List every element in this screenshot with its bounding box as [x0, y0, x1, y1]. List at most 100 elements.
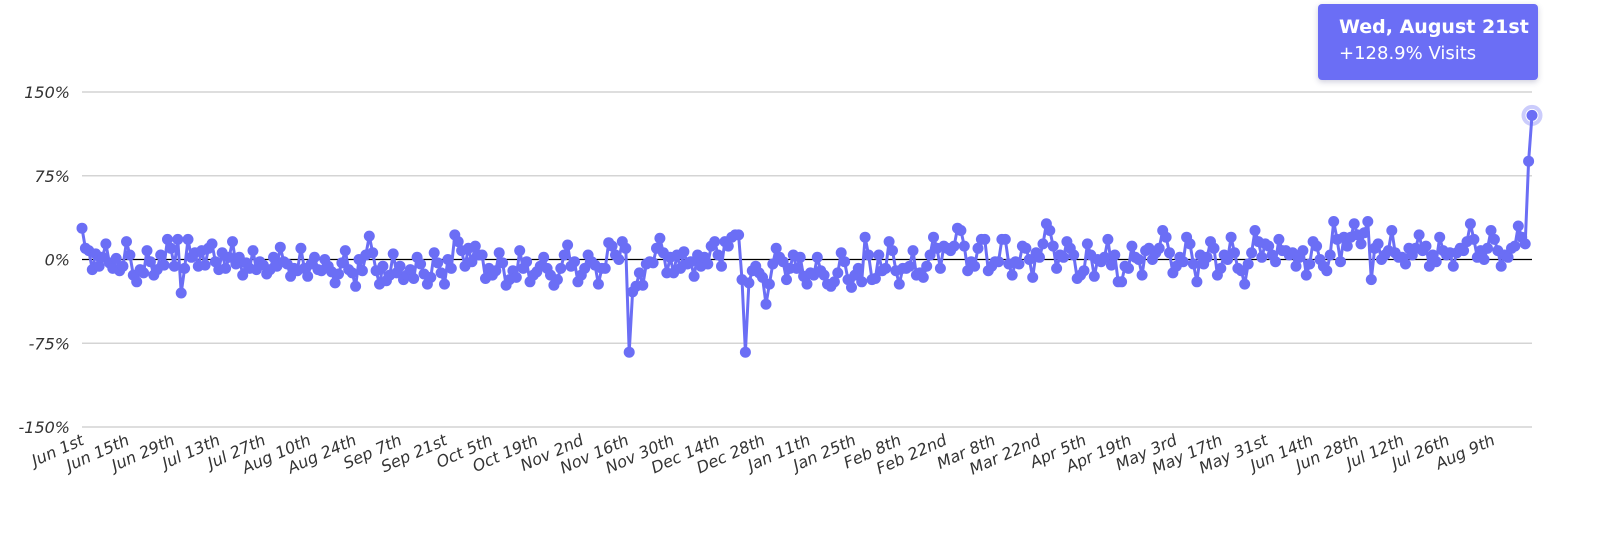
data-point[interactable] [1400, 258, 1411, 270]
data-point[interactable] [880, 262, 892, 274]
data-point[interactable] [117, 260, 129, 272]
data-point[interactable] [387, 248, 399, 260]
data-point[interactable] [1058, 251, 1069, 263]
data-point[interactable] [1434, 231, 1446, 243]
data-point[interactable] [702, 258, 714, 270]
data-point[interactable] [716, 260, 727, 272]
data-point[interactable] [620, 242, 632, 254]
data-point[interactable] [1270, 256, 1281, 268]
data-point[interactable] [722, 240, 734, 252]
data-point[interactable] [493, 247, 505, 259]
data-point[interactable] [227, 236, 238, 248]
data-point[interactable] [182, 233, 194, 245]
data-point[interactable] [969, 260, 981, 272]
data-point[interactable] [558, 249, 570, 261]
data-point[interactable] [1034, 251, 1045, 263]
data-point[interactable] [442, 254, 454, 265]
data-point[interactable] [124, 249, 136, 261]
data-point[interactable] [1509, 240, 1521, 252]
data-point[interactable] [1102, 233, 1114, 245]
data-point[interactable] [220, 262, 232, 274]
data-point[interactable] [1273, 233, 1285, 245]
data-point[interactable] [237, 269, 249, 281]
data-point[interactable] [1468, 233, 1480, 245]
data-point[interactable] [1386, 225, 1398, 236]
data-point[interactable] [760, 298, 772, 310]
data-point[interactable] [928, 231, 939, 243]
data-point[interactable] [852, 262, 864, 274]
data-point[interactable] [466, 256, 478, 268]
data-point[interactable] [1201, 251, 1213, 263]
data-point[interactable] [121, 236, 132, 248]
data-point[interactable] [93, 260, 105, 272]
data-point[interactable] [1187, 258, 1199, 270]
data-point[interactable] [1512, 220, 1524, 232]
data-point[interactable] [1526, 109, 1538, 121]
data-point[interactable] [791, 262, 803, 274]
data-point[interactable] [1362, 216, 1374, 227]
data-point[interactable] [309, 251, 320, 263]
data-point[interactable] [1478, 254, 1490, 265]
data-point[interactable] [1447, 260, 1459, 272]
data-point[interactable] [274, 241, 286, 253]
data-point[interactable] [794, 251, 806, 263]
data-point[interactable] [551, 274, 563, 286]
data-point[interactable] [1372, 238, 1384, 250]
data-point[interactable] [268, 251, 279, 263]
data-point[interactable] [1164, 247, 1175, 259]
data-point[interactable] [955, 225, 967, 236]
data-point[interactable] [199, 259, 211, 271]
data-point[interactable] [1123, 262, 1134, 274]
data-point[interactable] [377, 260, 389, 272]
data-point[interactable] [1177, 256, 1189, 268]
data-point[interactable] [846, 281, 857, 293]
data-point[interactable] [1495, 260, 1507, 272]
data-point[interactable] [733, 229, 745, 241]
data-point[interactable] [1523, 155, 1535, 167]
data-point[interactable] [569, 256, 580, 268]
data-point[interactable] [1020, 242, 1032, 254]
data-point[interactable] [592, 278, 604, 290]
data-point[interactable] [404, 264, 416, 276]
data-point[interactable] [770, 242, 782, 254]
data-point[interactable] [924, 249, 936, 261]
data-point[interactable] [1249, 225, 1261, 236]
data-point[interactable] [1215, 262, 1227, 274]
data-point[interactable] [934, 262, 946, 274]
data-point[interactable] [131, 276, 143, 288]
data-point[interactable] [828, 276, 840, 288]
data-point[interactable] [904, 260, 916, 272]
data-point[interactable] [1027, 271, 1039, 283]
data-point[interactable] [757, 271, 768, 283]
data-point[interactable] [678, 246, 690, 258]
data-point[interactable] [739, 346, 751, 358]
data-point[interactable] [1321, 265, 1333, 277]
data-point[interactable] [1304, 258, 1316, 270]
data-point[interactable] [1044, 225, 1056, 236]
data-point[interactable] [777, 256, 789, 268]
data-point[interactable] [781, 274, 792, 286]
data-point[interactable] [1246, 247, 1258, 259]
data-point[interactable] [979, 233, 991, 245]
data-point[interactable] [1184, 238, 1196, 250]
data-point[interactable] [1126, 240, 1138, 252]
data-point[interactable] [394, 260, 406, 272]
data-point[interactable] [1324, 249, 1336, 261]
data-point[interactable] [1116, 276, 1128, 288]
data-point[interactable] [110, 252, 122, 264]
data-point[interactable] [606, 240, 618, 252]
data-point[interactable] [346, 267, 358, 279]
data-point[interactable] [175, 287, 187, 299]
data-point[interactable] [623, 346, 635, 358]
data-point[interactable] [1335, 256, 1346, 268]
data-point[interactable] [1242, 258, 1254, 270]
data-point[interactable] [921, 260, 933, 272]
data-point[interactable] [1263, 240, 1275, 252]
data-point[interactable] [647, 257, 659, 269]
data-point[interactable] [1208, 242, 1220, 254]
data-point[interactable] [1358, 227, 1370, 239]
data-point[interactable] [144, 256, 156, 268]
data-point[interactable] [818, 269, 830, 281]
data-point[interactable] [223, 251, 235, 263]
data-point[interactable] [172, 233, 184, 245]
